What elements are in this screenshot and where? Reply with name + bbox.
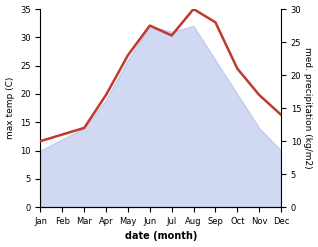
X-axis label: date (month): date (month) (125, 231, 197, 242)
Y-axis label: med. precipitation (kg/m2): med. precipitation (kg/m2) (303, 47, 313, 169)
Y-axis label: max temp (C): max temp (C) (5, 77, 15, 139)
